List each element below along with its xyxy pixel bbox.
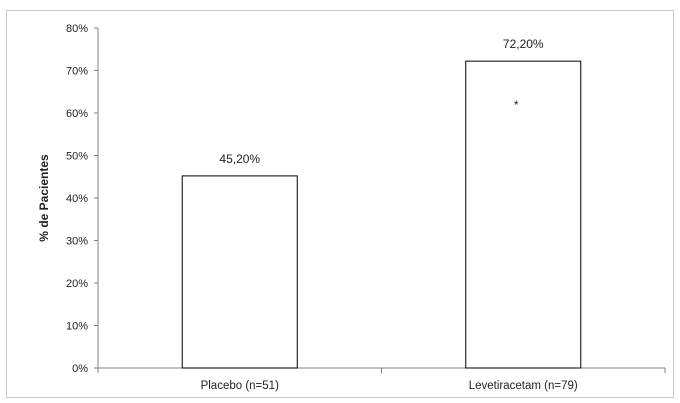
y-tick-label: 50%: [66, 151, 88, 163]
bar: [181, 175, 298, 369]
y-axis-label: % de Pacientes: [37, 154, 51, 242]
y-tick-label: 20%: [66, 278, 88, 290]
bar: [465, 60, 582, 369]
data-label: 45,20%: [219, 152, 260, 166]
y-tick-label: 80%: [66, 23, 88, 35]
y-tick-label: 10%: [66, 321, 88, 333]
annotations: *: [514, 98, 519, 112]
y-ticks: 0% 10% 20% 30% 40% 50% 60% 70% 80%: [66, 23, 98, 375]
data-label: 72,20%: [503, 37, 544, 51]
y-tick-label: 70%: [66, 66, 88, 78]
x-ticks: Placebo (n=51) Levetiracetam (n=79): [97, 368, 666, 392]
x-tick-label: Levetiracetam (n=79): [469, 380, 578, 392]
y-tick-label: 30%: [66, 236, 88, 248]
y-tick-label: 40%: [66, 193, 88, 205]
y-tick-label: 0%: [72, 363, 88, 375]
data-labels: 45,20% 72,20%: [219, 37, 544, 166]
annotation-asterisk: *: [514, 98, 519, 112]
bars: [181, 60, 582, 369]
x-tick-label: Placebo (n=51): [201, 380, 279, 392]
y-tick-label: 60%: [66, 108, 88, 120]
